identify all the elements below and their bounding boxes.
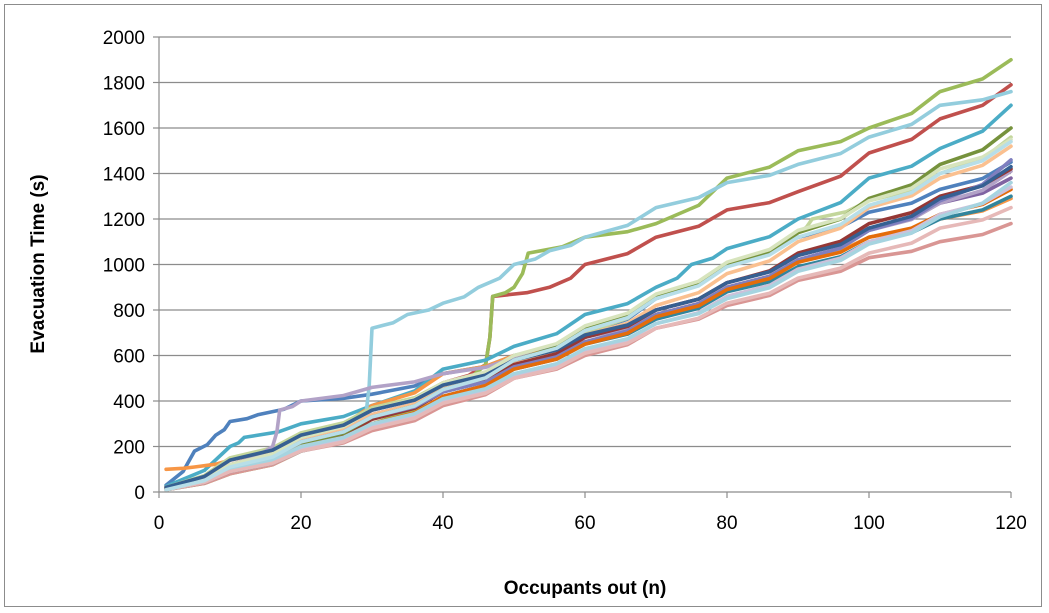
series-lines <box>164 57 1013 492</box>
y-tick-label-8: 1600 <box>103 119 145 140</box>
y-axis-title: Evacuation Time (s) <box>28 174 49 353</box>
series-line-20 <box>164 137 1013 492</box>
y-tick-label-3: 600 <box>113 347 145 368</box>
axes <box>158 37 1011 493</box>
y-tick-label-6: 1200 <box>103 210 145 231</box>
y-tick-label-2: 400 <box>113 392 145 413</box>
x-tick-label-6: 120 <box>995 513 1027 534</box>
x-tick-labels: 0 20 40 60 80 100 120 <box>154 513 1027 534</box>
y-tick-label-7: 1400 <box>103 165 145 186</box>
series-line-5 <box>164 103 1013 489</box>
x-tick-label-2: 40 <box>432 513 453 534</box>
series-line-7 <box>164 89 1013 492</box>
y-tick-label-9: 1800 <box>103 74 145 95</box>
series-line-17 <box>164 185 1013 492</box>
x-tick-label-4: 80 <box>716 513 737 534</box>
y-tick-label-5: 1000 <box>103 256 145 277</box>
x-axis-title: Occupants out (n) <box>504 578 667 599</box>
y-tick-label-0: 0 <box>134 483 145 504</box>
x-tick-label-3: 60 <box>574 513 595 534</box>
x-tick-label-1: 20 <box>290 513 311 534</box>
x-tick-label-5: 100 <box>853 513 885 534</box>
x-tick-label-0: 0 <box>154 513 165 534</box>
y-tick-label-1: 200 <box>113 438 145 459</box>
series-line-19 <box>164 205 1013 492</box>
y-tick-label-10: 2000 <box>103 28 145 49</box>
series-line-21 <box>164 164 1013 490</box>
y-tick-label-4: 800 <box>113 301 145 322</box>
series-line-22 <box>164 139 1013 492</box>
y-tick-labels: 0 200 400 600 800 1000 1200 1400 1600 1800 2000 <box>103 28 145 504</box>
series-line-14 <box>164 126 1013 491</box>
series-line-18 <box>164 180 1013 492</box>
chart-frame <box>4 4 1042 607</box>
